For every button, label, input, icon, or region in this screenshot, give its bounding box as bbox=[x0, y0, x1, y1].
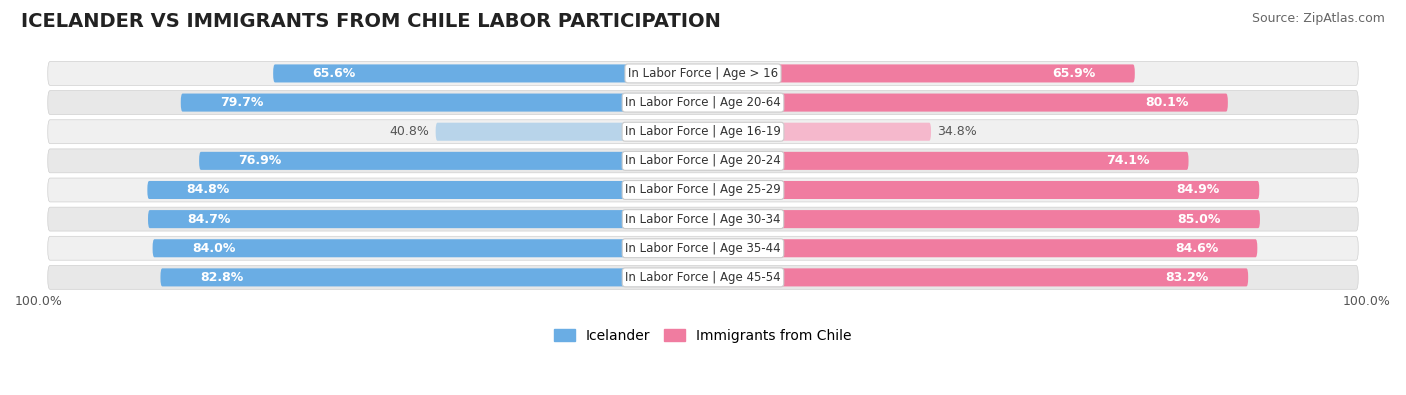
Text: In Labor Force | Age 20-24: In Labor Force | Age 20-24 bbox=[626, 154, 780, 167]
FancyBboxPatch shape bbox=[48, 62, 1358, 85]
FancyBboxPatch shape bbox=[48, 236, 1358, 260]
Text: 74.1%: 74.1% bbox=[1105, 154, 1149, 167]
FancyBboxPatch shape bbox=[436, 123, 703, 141]
Text: 65.9%: 65.9% bbox=[1052, 67, 1095, 80]
Text: In Labor Force | Age > 16: In Labor Force | Age > 16 bbox=[628, 67, 778, 80]
Text: 76.9%: 76.9% bbox=[239, 154, 281, 167]
Text: In Labor Force | Age 16-19: In Labor Force | Age 16-19 bbox=[626, 125, 780, 138]
FancyBboxPatch shape bbox=[148, 210, 703, 228]
FancyBboxPatch shape bbox=[703, 239, 1257, 257]
FancyBboxPatch shape bbox=[703, 268, 1249, 286]
Text: In Labor Force | Age 35-44: In Labor Force | Age 35-44 bbox=[626, 242, 780, 255]
FancyBboxPatch shape bbox=[703, 94, 1227, 112]
FancyBboxPatch shape bbox=[48, 90, 1358, 115]
Text: 100.0%: 100.0% bbox=[1343, 295, 1391, 308]
Text: ICELANDER VS IMMIGRANTS FROM CHILE LABOR PARTICIPATION: ICELANDER VS IMMIGRANTS FROM CHILE LABOR… bbox=[21, 12, 721, 31]
Text: 79.7%: 79.7% bbox=[221, 96, 263, 109]
FancyBboxPatch shape bbox=[200, 152, 703, 170]
FancyBboxPatch shape bbox=[181, 94, 703, 112]
Text: 85.0%: 85.0% bbox=[1177, 213, 1220, 226]
FancyBboxPatch shape bbox=[148, 181, 703, 199]
Text: 84.0%: 84.0% bbox=[191, 242, 235, 255]
Text: Source: ZipAtlas.com: Source: ZipAtlas.com bbox=[1251, 12, 1385, 25]
FancyBboxPatch shape bbox=[48, 149, 1358, 173]
Text: In Labor Force | Age 20-64: In Labor Force | Age 20-64 bbox=[626, 96, 780, 109]
Text: 82.8%: 82.8% bbox=[200, 271, 243, 284]
Text: 100.0%: 100.0% bbox=[15, 295, 63, 308]
Text: 84.9%: 84.9% bbox=[1177, 184, 1220, 196]
FancyBboxPatch shape bbox=[153, 239, 703, 257]
FancyBboxPatch shape bbox=[48, 120, 1358, 144]
Text: 40.8%: 40.8% bbox=[389, 125, 429, 138]
Legend: Icelander, Immigrants from Chile: Icelander, Immigrants from Chile bbox=[554, 329, 852, 342]
FancyBboxPatch shape bbox=[273, 64, 703, 83]
Text: 84.8%: 84.8% bbox=[187, 184, 231, 196]
Text: In Labor Force | Age 45-54: In Labor Force | Age 45-54 bbox=[626, 271, 780, 284]
FancyBboxPatch shape bbox=[703, 152, 1188, 170]
Text: In Labor Force | Age 25-29: In Labor Force | Age 25-29 bbox=[626, 184, 780, 196]
Text: 34.8%: 34.8% bbox=[938, 125, 977, 138]
FancyBboxPatch shape bbox=[48, 207, 1358, 231]
FancyBboxPatch shape bbox=[48, 178, 1358, 202]
Text: 80.1%: 80.1% bbox=[1144, 96, 1188, 109]
Text: 84.6%: 84.6% bbox=[1175, 242, 1218, 255]
FancyBboxPatch shape bbox=[703, 64, 1135, 83]
Text: 65.6%: 65.6% bbox=[312, 67, 356, 80]
Text: 83.2%: 83.2% bbox=[1166, 271, 1209, 284]
Text: In Labor Force | Age 30-34: In Labor Force | Age 30-34 bbox=[626, 213, 780, 226]
Text: 84.7%: 84.7% bbox=[187, 213, 231, 226]
FancyBboxPatch shape bbox=[703, 181, 1260, 199]
FancyBboxPatch shape bbox=[160, 268, 703, 286]
FancyBboxPatch shape bbox=[703, 123, 931, 141]
FancyBboxPatch shape bbox=[703, 210, 1260, 228]
FancyBboxPatch shape bbox=[48, 265, 1358, 290]
